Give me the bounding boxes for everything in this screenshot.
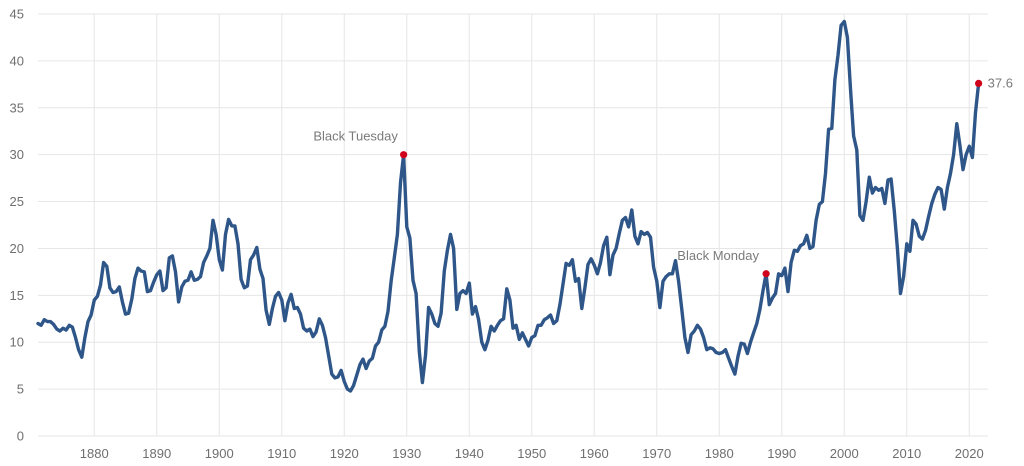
y-tick-label-40: 40	[10, 53, 24, 68]
annotation-label-1: Black Monday	[677, 248, 759, 263]
annotation-marker-0	[400, 151, 408, 159]
x-tick-label-1990: 1990	[767, 446, 796, 461]
x-tick-label-1890: 1890	[142, 446, 171, 461]
y-tick-label-25: 25	[10, 194, 24, 209]
x-tick-label-1960: 1960	[580, 446, 609, 461]
y-tick-label-35: 35	[10, 100, 24, 115]
x-tick-label-1930: 1930	[392, 446, 421, 461]
y-axis-tick-labels: 0 5 10 15 20 25 30 35 40 45	[10, 7, 24, 444]
y-tick-label-15: 15	[10, 288, 24, 303]
x-axis-tick-labels: 1880 1890 1900 1910 1920 1930 1940 1950 1960 1970…	[80, 446, 984, 461]
y-gridlines	[38, 13, 988, 437]
annotation-marker-2	[975, 79, 983, 87]
series-layer	[36, 19, 981, 393]
x-tick-label-1980: 1980	[705, 446, 734, 461]
y-tick-label-30: 30	[10, 147, 24, 162]
x-tick-label-1970: 1970	[642, 446, 671, 461]
x-tick-label-2000: 2000	[830, 446, 859, 461]
series-line-0	[36, 19, 981, 393]
x-tick-label-2010: 2010	[892, 446, 921, 461]
annotation-layer: Black Tuesday Black Monday 37.6	[313, 75, 1013, 278]
y-tick-label-0: 0	[17, 429, 24, 444]
x-tick-label-1900: 1900	[205, 446, 234, 461]
x-gridlines	[93, 14, 970, 436]
annotation-marker-1	[762, 270, 770, 278]
x-tick-label-1910: 1910	[267, 446, 296, 461]
y-tick-label-20: 20	[10, 241, 24, 256]
x-tick-label-1880: 1880	[80, 446, 109, 461]
x-tick-label-1940: 1940	[455, 446, 484, 461]
y-tick-label-10: 10	[10, 335, 24, 350]
y-tick-label-5: 5	[17, 382, 24, 397]
annotation-label-0: Black Tuesday	[313, 129, 398, 144]
annotation-label-2: 37.6	[988, 75, 1013, 90]
y-tick-label-45: 45	[10, 7, 24, 22]
x-tick-label-1920: 1920	[330, 446, 359, 461]
x-tick-label-1950: 1950	[517, 446, 546, 461]
x-tick-label-2020: 2020	[955, 446, 984, 461]
